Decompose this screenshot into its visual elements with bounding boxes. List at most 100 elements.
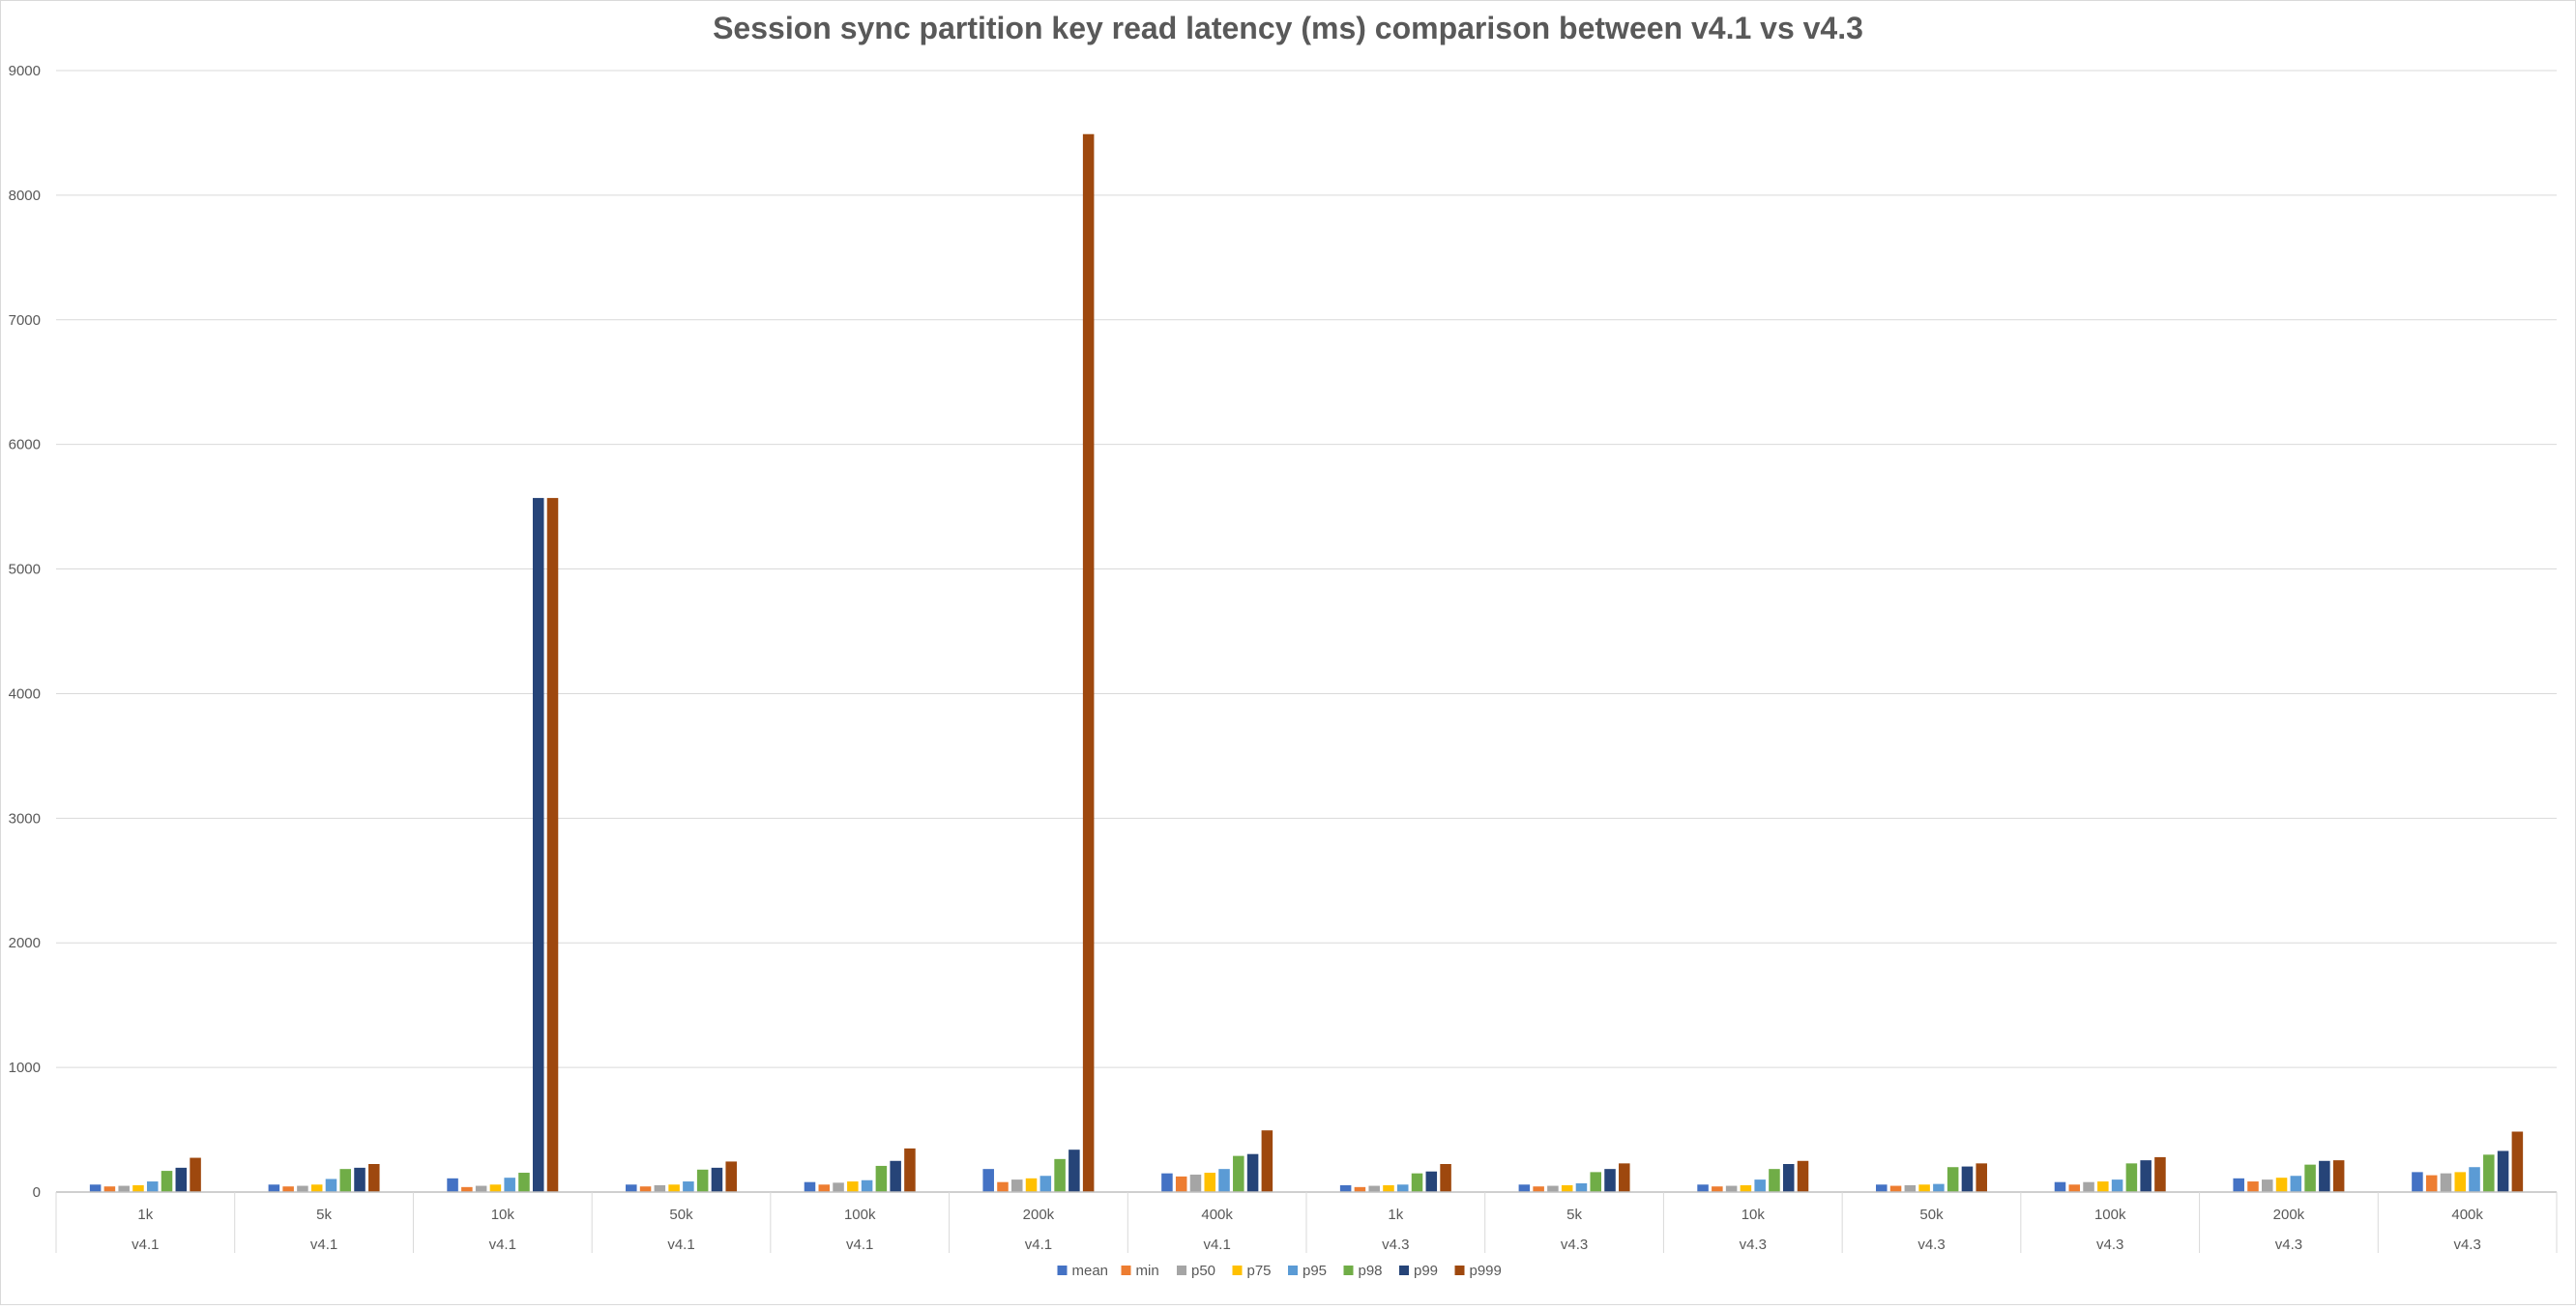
bar-p95 bbox=[1396, 1184, 1409, 1192]
legend-swatch-p50 bbox=[1177, 1266, 1186, 1275]
bar-p99 bbox=[1425, 1171, 1438, 1192]
legend-label-p999: p999 bbox=[1470, 1263, 1502, 1279]
bar-p75 bbox=[1025, 1178, 1038, 1192]
x-tick-label: 100k bbox=[2094, 1207, 2126, 1223]
bar-p99 bbox=[711, 1167, 723, 1192]
bar-p99 bbox=[2497, 1150, 2509, 1192]
legend: mean min p50 p75 p95 p98 p99 p999 bbox=[1057, 1263, 1502, 1279]
bar-p50 bbox=[1189, 1174, 1202, 1192]
bar-p75 bbox=[310, 1184, 323, 1192]
legend-label-p98: p98 bbox=[1359, 1263, 1383, 1279]
bar-p95 bbox=[683, 1181, 694, 1192]
bar-p95 bbox=[861, 1179, 873, 1192]
bar-min bbox=[2068, 1184, 2081, 1192]
bar-mean bbox=[626, 1184, 637, 1192]
x-tick-label: 5k bbox=[1566, 1207, 1582, 1223]
bar-p999 bbox=[1082, 133, 1095, 1192]
bar-p95 bbox=[1933, 1183, 1945, 1192]
gridlines bbox=[56, 70, 2557, 1068]
bar-p50 bbox=[1725, 1185, 1738, 1192]
legend-swatch-mean bbox=[1057, 1266, 1068, 1275]
bar-min bbox=[639, 1186, 652, 1192]
legend-swatch-p95 bbox=[1288, 1266, 1298, 1275]
x-tick-label: 10k bbox=[491, 1207, 515, 1223]
bar-p95 bbox=[1039, 1176, 1052, 1192]
bars bbox=[89, 133, 2524, 1192]
bar-p95 bbox=[1218, 1169, 1230, 1192]
legend-label-mean: mean bbox=[1072, 1263, 1109, 1279]
bar-p50 bbox=[1547, 1185, 1559, 1192]
x-tick-label: 400k bbox=[2451, 1207, 2483, 1223]
bar-p95 bbox=[146, 1181, 159, 1192]
x-group-label: v4.1 bbox=[667, 1237, 694, 1253]
legend-swatch-p98 bbox=[1343, 1266, 1354, 1275]
x-tick-label: 50k bbox=[669, 1207, 693, 1223]
bar-mean bbox=[1697, 1184, 1709, 1192]
x-group-label: v4.3 bbox=[1917, 1237, 1945, 1253]
bar-p75 bbox=[132, 1184, 144, 1192]
bar-p98 bbox=[2125, 1163, 2138, 1192]
x-tick-label: 1k bbox=[1388, 1207, 1403, 1223]
bar-p75 bbox=[489, 1184, 502, 1192]
y-tick-label: 5000 bbox=[9, 562, 41, 578]
bar-p50 bbox=[1368, 1185, 1380, 1192]
y-tick-label: 9000 bbox=[9, 63, 41, 79]
bar-p999 bbox=[1261, 1130, 1273, 1192]
x-tick-label: 100k bbox=[844, 1207, 876, 1223]
bar-p98 bbox=[1590, 1172, 1602, 1192]
bar-min bbox=[1533, 1186, 1544, 1192]
x-tick-label: 200k bbox=[2273, 1207, 2305, 1223]
bar-p999 bbox=[725, 1161, 737, 1192]
legend-label-p75: p75 bbox=[1247, 1263, 1272, 1279]
bar-min bbox=[818, 1184, 831, 1192]
bar-mean bbox=[89, 1184, 102, 1192]
x-group-label: v4.3 bbox=[1561, 1237, 1588, 1253]
bar-p98 bbox=[339, 1169, 352, 1192]
legend-swatch-p999 bbox=[1454, 1266, 1465, 1275]
bar-p75 bbox=[2454, 1172, 2467, 1192]
x-group-label: v4.1 bbox=[1025, 1237, 1052, 1253]
bar-p999 bbox=[368, 1164, 380, 1192]
bar-mean bbox=[1876, 1184, 1888, 1192]
x-group-label: v4.1 bbox=[1203, 1237, 1230, 1253]
bar-p75 bbox=[1204, 1173, 1216, 1192]
y-tick-label: 0 bbox=[33, 1184, 41, 1201]
x-group-label: v4.3 bbox=[1382, 1237, 1409, 1253]
bar-min bbox=[1889, 1185, 1902, 1192]
bar-p99 bbox=[890, 1160, 901, 1192]
bar-p75 bbox=[847, 1181, 859, 1192]
y-tick-label: 3000 bbox=[9, 810, 41, 827]
bar-p999 bbox=[1976, 1163, 1987, 1192]
bar-p50 bbox=[2440, 1173, 2452, 1192]
bar-mean bbox=[2054, 1181, 2066, 1192]
bar-p75 bbox=[668, 1184, 680, 1192]
legend-label-p50: p50 bbox=[1191, 1263, 1215, 1279]
bar-p98 bbox=[1233, 1155, 1244, 1192]
bar-mean bbox=[2412, 1172, 2423, 1192]
bar-p999 bbox=[190, 1157, 201, 1192]
bar-p75 bbox=[1740, 1184, 1752, 1192]
bar-p95 bbox=[325, 1179, 337, 1192]
bar-p999 bbox=[2154, 1156, 2166, 1192]
bar-p75 bbox=[1918, 1184, 1930, 1192]
x-tick-label: 10k bbox=[1742, 1207, 1766, 1223]
bar-p98 bbox=[2483, 1154, 2495, 1192]
bar-p99 bbox=[1782, 1164, 1795, 1192]
bar-mean bbox=[1339, 1184, 1352, 1192]
bar-p50 bbox=[2261, 1179, 2273, 1192]
bar-p99 bbox=[2140, 1160, 2152, 1192]
x-group-label: v4.3 bbox=[2275, 1237, 2302, 1253]
bar-p999 bbox=[904, 1148, 916, 1192]
bar-p95 bbox=[1575, 1182, 1588, 1192]
bar-p99 bbox=[175, 1167, 188, 1192]
legend-swatch-p75 bbox=[1232, 1266, 1243, 1275]
bar-p95 bbox=[504, 1178, 515, 1192]
bar-p99 bbox=[1246, 1153, 1259, 1192]
bar-p999 bbox=[1619, 1163, 1630, 1192]
bar-p95 bbox=[2111, 1179, 2123, 1192]
bar-p50 bbox=[2083, 1181, 2094, 1192]
chart-title: Session sync partition key read latency … bbox=[713, 11, 1863, 45]
bar-p98 bbox=[875, 1165, 888, 1192]
bar-p98 bbox=[1769, 1169, 1780, 1192]
